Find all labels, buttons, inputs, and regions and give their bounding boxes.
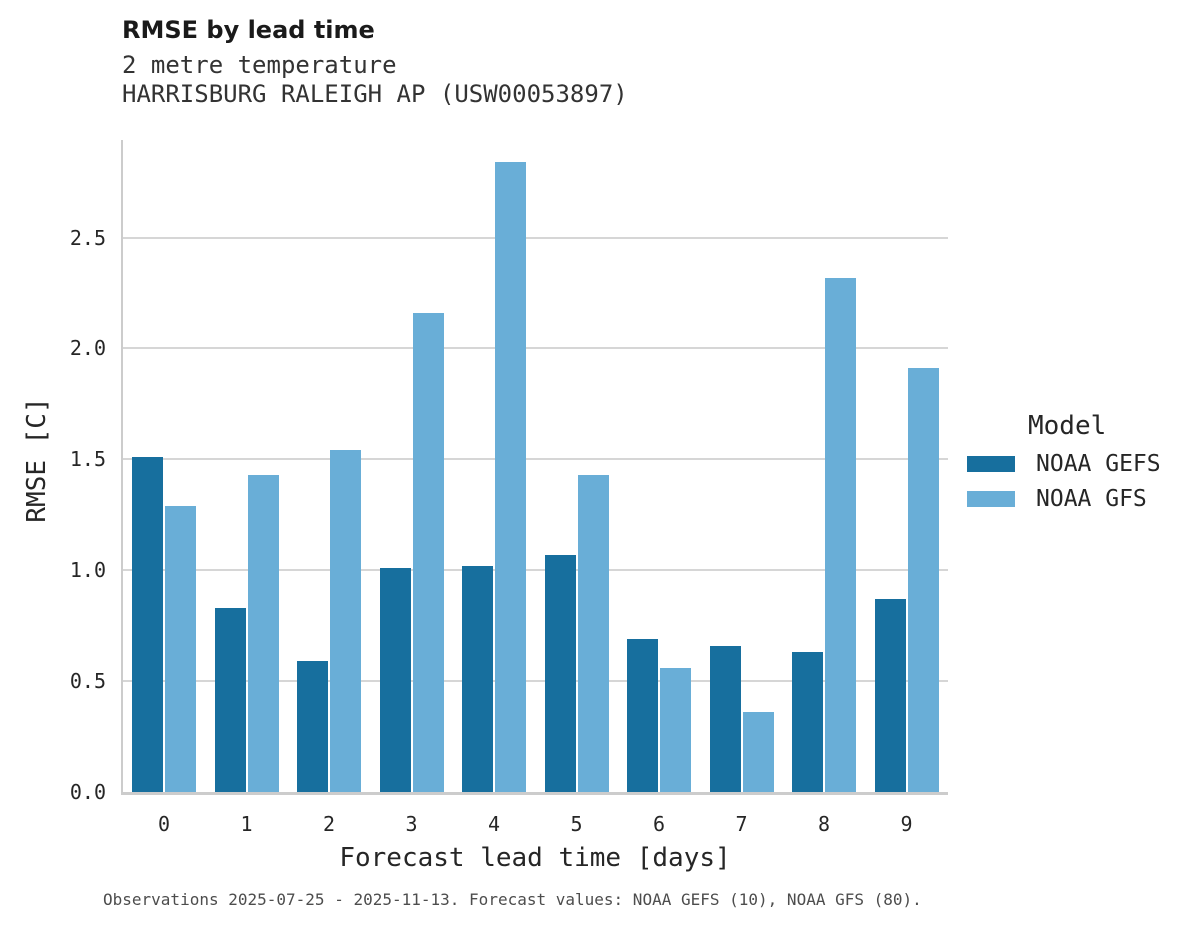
gridline-y-2.5 [123,236,948,239]
gridline-y-2.0 [123,347,948,350]
legend-swatch-noaa-gfs [967,490,1015,507]
bar-gfs-day-0 [165,505,196,792]
gridline-y-0.5 [123,680,948,683]
gridline-y-1.5 [123,458,948,461]
y-tick-label-0.5: 0.5 [69,669,106,694]
x-axis-label: Forecast lead time [days] [339,843,731,873]
bar-gfs-day-6 [660,667,691,792]
bar-gefs-day-8 [792,652,823,792]
bar-gefs-day-5 [544,554,576,792]
x-tick-label-1: 1 [240,812,253,836]
plot-area: 0.0 0.5 1.0 1.5 2.0 2.5 0 1 2 3 4 5 6 7 8 9 [70,140,948,836]
x-tick-label-0: 0 [157,812,171,836]
bar-gfs-day-1 [247,474,279,792]
x-tick-label-2: 2 [322,812,336,836]
bar-gfs-day-8 [825,277,856,792]
bar-gfs-day-5 [577,474,609,792]
bar-gefs-day-3 [379,568,411,792]
y-tick-label-1.5: 1.5 [69,447,106,472]
bar-gfs-day-2 [330,450,361,792]
chart-subtitle-station: HARRISBURG RALEIGH AP (USW00053897) [122,80,628,108]
legend-title: Model [1028,411,1107,441]
bar-gfs-day-4 [495,162,526,792]
legend-label-noaa-gfs: NOAA GFS [1036,485,1147,512]
x-tick-label-7: 7 [735,812,748,836]
y-tick-label-2.5: 2.5 [69,225,106,250]
legend: Model NOAA GEFS NOAA GFS [967,411,1161,522]
x-tick-label-4: 4 [487,812,501,836]
y-tick-label-2.0: 2.0 [69,336,106,361]
gridline-y-1.0 [123,569,948,572]
chart-subtitle-variable: 2 metre temperature [122,51,397,79]
legend-item-noaa-gfs: NOAA GFS [967,485,1161,512]
y-axis-label: RMSE [C] [22,397,52,523]
bar-gefs-day-6 [627,638,658,792]
legend-swatch-noaa-gefs [967,455,1015,472]
bar-gefs-day-7 [709,645,741,792]
bar-gefs-day-4 [462,565,493,792]
bar-gefs-day-1 [214,607,246,792]
chart-header: RMSE by lead time 2 metre temperature HA… [122,16,628,109]
bar-gefs-day-9 [874,599,906,792]
caption: Observations 2025-07-25 - 2025-11-13. Fo… [103,890,922,909]
x-tick-label-8: 8 [817,812,831,836]
x-tick-label-3: 3 [405,812,418,836]
bar-gefs-day-2 [297,661,328,792]
y-tick-label-0.0: 0.0 [69,780,106,804]
bar-gfs-day-9 [907,368,939,792]
chart-title: RMSE by lead time [122,16,375,44]
legend-label-noaa-gefs: NOAA GEFS [1036,450,1161,477]
x-tick-label-6: 6 [652,812,666,836]
legend-item-noaa-gefs: NOAA GEFS [967,450,1161,477]
bar-gfs-day-3 [412,312,444,792]
x-tick-label-5: 5 [570,812,583,836]
x-tick-label-9: 9 [900,812,913,836]
y-tick-label-1.0: 1.0 [69,558,106,583]
bar-gfs-day-7 [742,712,774,792]
bar-gefs-day-0 [132,457,163,792]
